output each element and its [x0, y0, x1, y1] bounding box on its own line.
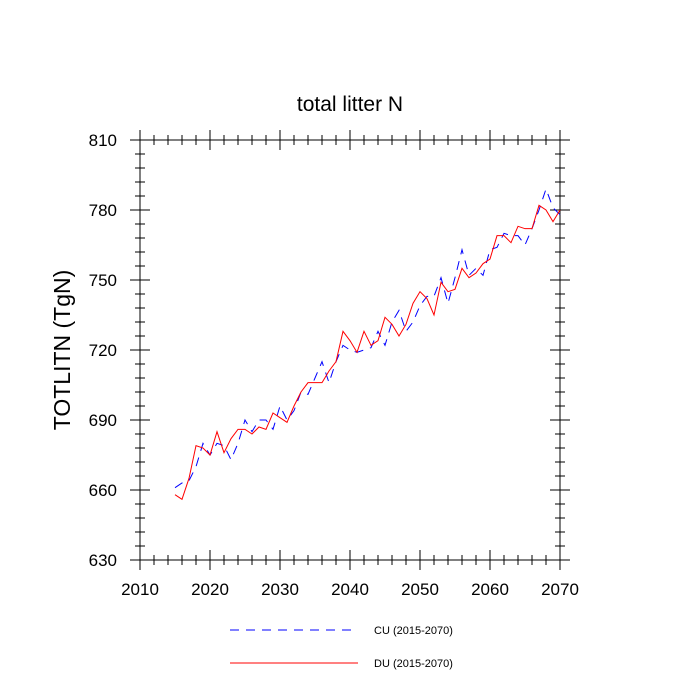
- y-tick-label: 810: [89, 131, 117, 150]
- y-tick-label: 630: [89, 551, 117, 570]
- x-tick-label: 2040: [331, 580, 369, 599]
- data-lines: [174, 187, 561, 501]
- y-axis-label: TOTLITN (TgN): [49, 270, 75, 431]
- legend-label: DU (2015-2070): [374, 658, 453, 670]
- x-tick-label: 2060: [471, 580, 509, 599]
- x-tick-label: 2050: [401, 580, 439, 599]
- legend: CU (2015-2070) DU (2015-2070): [230, 625, 453, 670]
- series-line-cu: [174, 187, 561, 489]
- axis-tick-labels: 2010 2020 2030 2040 2050 2060 2070 630 660 690 720…: [89, 131, 579, 599]
- y-tick-label: 720: [89, 341, 117, 360]
- chart-title: total litter N: [297, 93, 403, 116]
- plot-frame: [139, 139, 561, 561]
- x-tick-label: 2030: [261, 580, 299, 599]
- x-tick-label: 2070: [541, 580, 579, 599]
- x-tick-label: 2020: [191, 580, 229, 599]
- series-line-du: [174, 204, 561, 501]
- legend-label: CU (2015-2070): [374, 625, 453, 637]
- y-tick-label: 660: [89, 481, 117, 500]
- y-tick-label: 780: [89, 201, 117, 220]
- axis-ticks: [130, 130, 570, 570]
- y-tick-label: 690: [89, 411, 117, 430]
- x-tick-label: 2010: [121, 580, 159, 599]
- y-tick-label: 750: [89, 271, 117, 290]
